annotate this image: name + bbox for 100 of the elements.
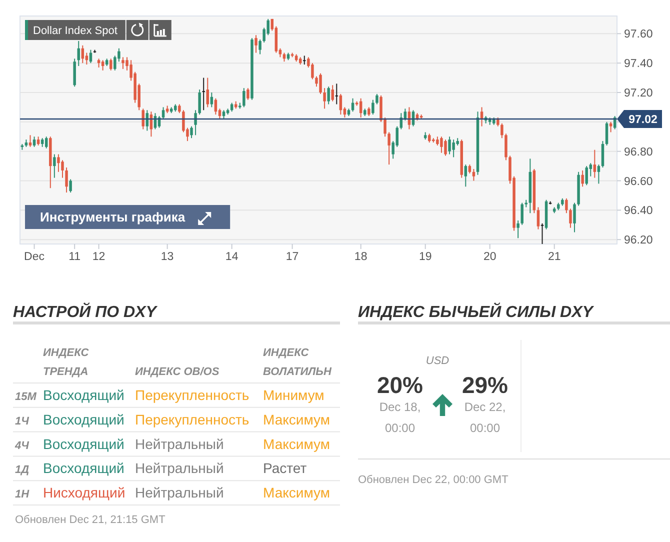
candlestick xyxy=(122,56,124,70)
candlestick xyxy=(101,60,104,71)
candlestick xyxy=(464,164,468,188)
category-label: 1Ч xyxy=(15,415,29,428)
candlestick xyxy=(605,121,608,146)
text: Растет xyxy=(263,460,307,476)
category-label: ИНДЕКС ВОЛАТИЛЬН xyxy=(263,347,332,378)
candlestick xyxy=(597,164,600,184)
candlestick xyxy=(85,52,88,66)
candlestick xyxy=(258,39,262,55)
candlestick xyxy=(536,206,540,230)
y-tick-label: 97.40 xyxy=(624,58,653,70)
candlestick xyxy=(472,168,476,182)
candlestick xyxy=(114,55,116,71)
candlestick xyxy=(444,139,447,156)
candlestick xyxy=(569,208,572,228)
text: Восходящий xyxy=(43,460,124,476)
candlestick xyxy=(206,77,209,108)
candlestick xyxy=(194,110,197,136)
text: Перекупленность xyxy=(135,387,250,403)
text: НАСТРОЙ ПО DXY xyxy=(13,302,158,321)
candlestick xyxy=(448,136,451,155)
category-label: Dec 22, 00:00 xyxy=(464,400,506,435)
x-tick-label: 21 xyxy=(548,251,561,263)
candlestick xyxy=(565,198,568,214)
y-tick-label: 97.60 xyxy=(624,28,653,41)
x-tick-label: 18 xyxy=(354,251,368,263)
x-tick-label: 20 xyxy=(483,251,496,263)
category-label: 1Д xyxy=(15,464,30,476)
candlestick xyxy=(609,121,612,133)
text: Нисходящий xyxy=(43,484,126,501)
x-tick-label: 11 xyxy=(68,251,81,263)
x-tick-label: 17 xyxy=(286,251,299,263)
ref-line-label: 97.02 xyxy=(628,114,658,126)
text: ИНДЕКС БЫЧЬЕЙ СИЛЫ DXY xyxy=(358,302,594,321)
candlestick xyxy=(585,166,588,186)
candlestick xyxy=(376,93,378,105)
candlestick xyxy=(520,202,524,226)
text: Минимум xyxy=(263,387,324,403)
text: Нейтральный xyxy=(135,436,224,452)
category-label: ИНДЕКС OB/OS xyxy=(135,366,220,378)
text: Восходящий xyxy=(43,436,124,452)
candlestick xyxy=(500,122,504,139)
candlestick xyxy=(331,84,334,102)
text: Максимум xyxy=(263,484,330,501)
candlestick xyxy=(504,133,508,161)
x-tick-label: 12 xyxy=(92,251,106,263)
candlestick xyxy=(601,140,604,168)
text: Максимум xyxy=(263,436,330,452)
x-tick-label: Dec xyxy=(24,251,45,263)
text: Перекупленность xyxy=(135,411,250,428)
y-tick-label: 97.20 xyxy=(624,88,653,100)
x-tick-label: 19 xyxy=(418,251,432,263)
text: USD xyxy=(426,355,450,367)
candlestick xyxy=(388,132,390,166)
candlestick xyxy=(440,136,443,154)
candlestick xyxy=(69,178,72,194)
candlestick xyxy=(44,136,48,149)
candlestick xyxy=(540,222,544,244)
data-label: 20% xyxy=(376,372,424,398)
category-label: 4Ч xyxy=(15,440,29,452)
candlestick xyxy=(28,134,32,148)
candlestick xyxy=(319,72,322,94)
candlestick xyxy=(162,106,165,120)
candlestick xyxy=(246,88,250,100)
category-label: 1Н xyxy=(15,488,30,501)
candlestick xyxy=(190,126,193,139)
y-tick-label: 96.40 xyxy=(624,205,653,218)
category-label: Dec 18, 00:00 xyxy=(379,400,421,435)
candlestick xyxy=(61,160,64,178)
text: Восходящий xyxy=(43,411,124,428)
candlestick xyxy=(210,92,214,108)
candlestick xyxy=(202,77,205,111)
candlestick xyxy=(335,83,338,105)
candlestick xyxy=(339,93,342,116)
category-label: 15M xyxy=(15,391,36,403)
candlestick xyxy=(311,62,314,80)
text: Максимум xyxy=(263,411,330,428)
data-label: 29% xyxy=(462,372,508,398)
text: Обновлен Dec 21, 21:15 GMT xyxy=(15,514,166,526)
candlestick xyxy=(581,170,584,188)
candlestick xyxy=(57,154,60,172)
x-tick-label: 14 xyxy=(225,251,239,263)
y-tick-label: 96.80 xyxy=(624,146,653,158)
candlestick xyxy=(516,220,520,239)
text: Нейтральный xyxy=(135,460,224,476)
candlestick xyxy=(110,58,112,71)
candlestick xyxy=(242,88,246,108)
candlestick xyxy=(32,136,36,148)
candlestick xyxy=(372,99,374,116)
candlestick xyxy=(323,88,326,110)
y-tick-label: 96.20 xyxy=(624,234,653,247)
text: Обновлен Dec 22, 00:00 GMT xyxy=(358,474,509,486)
candlestick xyxy=(573,202,576,233)
x-tick-label: 13 xyxy=(160,251,174,263)
text: Dollar Index Spot xyxy=(33,25,118,37)
candlestick xyxy=(53,154,56,178)
category-label: ИНДЕКС ТРЕНДА xyxy=(43,347,90,378)
candlestick xyxy=(198,89,201,116)
text: Восходящий xyxy=(43,387,124,403)
